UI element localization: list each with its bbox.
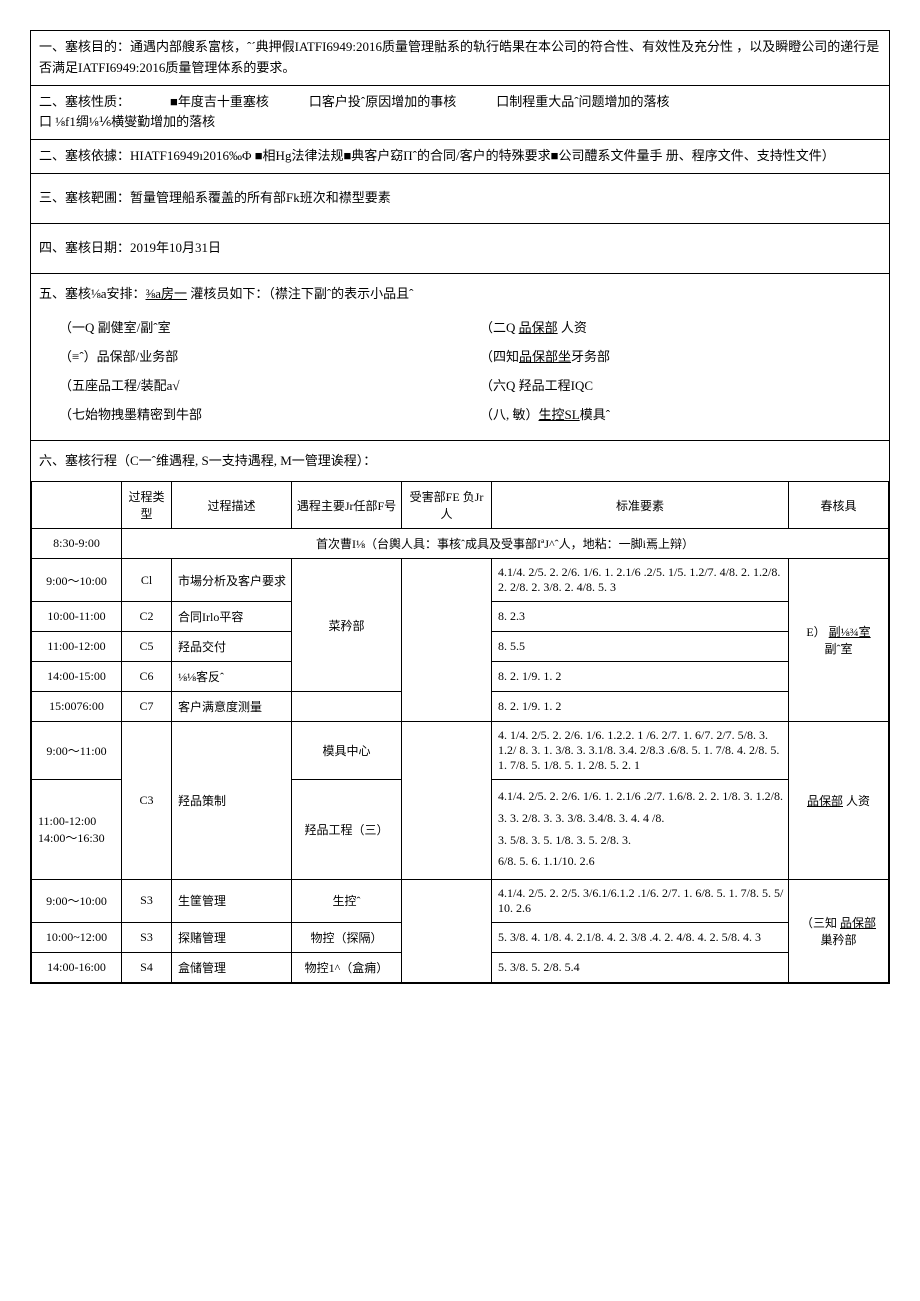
meeting-row: 8:30-9:00 首次曹I⅛（台輿人具：事核ˆ成具及受事部IªJ^ˆ人，地粘：… xyxy=(32,529,889,559)
table-row: 9:00～10:00 Cl 市場分析及客户要求 菜矜部 4.1/4. 2/5. … xyxy=(32,559,889,602)
nature-label: 二、塞核性质： xyxy=(39,92,130,113)
auditor-item-1: （二Q 品保部 人资 xyxy=(460,314,881,343)
cell-dept: 生控ˆ xyxy=(292,879,402,922)
nature-opt-3: 口 ⅛f1绸⅛⅙横燮勤增加的落核 xyxy=(39,114,215,129)
cell-std: 8. 2. 1/9. 1. 2 xyxy=(492,662,789,692)
cell-type: C3 xyxy=(122,722,172,879)
auditor-item-6: （七始物拽墨精密到牛部 xyxy=(39,401,460,430)
auditor-item-0: （一Q 副健室/副ˆ室 xyxy=(39,314,460,343)
auditors-label: 五、塞核⅛a安排： xyxy=(39,286,146,301)
section-schedule-label: 六、塞核行程（C一ˆ维遇程, S一支持遇程, M一管理诶程）： xyxy=(31,441,889,482)
cell-std: 4.1/4. 2/5. 2. 2/6. 1/6. 1. 2.1/6 .2/5. … xyxy=(492,559,789,602)
cell-std: 4. 1/4. 2/5. 2. 2/6. 1/6. 1.2.2. 1 /6. 2… xyxy=(492,722,789,780)
cell-dept: 羟品工程（三） xyxy=(292,780,402,879)
cell-type: C6 xyxy=(122,662,172,692)
auditor-item-4: （五座品工程/装配a√ xyxy=(39,372,460,401)
section-auditors: 五、塞核⅛a安排：⅜a房一 灌核员如下：（襟注下副ˆ的表示小品且ˆ （一Q 副健… xyxy=(31,274,889,441)
cell-type: C5 xyxy=(122,632,172,662)
th-time xyxy=(32,482,122,529)
cell-time: 11:00-12:00 14:00～16:30 xyxy=(32,780,122,879)
meeting-text: 首次曹I⅛（台輿人具：事核ˆ成具及受事部IªJ^ˆ人，地粘：一脚i焉上辩） xyxy=(122,529,889,559)
cell-time: 9:00～10:00 xyxy=(32,879,122,922)
cell-time: 11:00-12:00 xyxy=(32,632,122,662)
document-container: 一、塞核目的：通遇内部艘系富核，ˆˊ典押假IATFI6949:2016质量管理骷… xyxy=(30,30,890,984)
schedule-label-text: 六、塞核行程（C一ˆ维遇程, S一支持遇程, M一管理诶程）： xyxy=(39,453,376,468)
section-date: 四、塞核日期：2019年10月31日 xyxy=(31,224,889,274)
cell-time: 10:00~12:00 xyxy=(32,922,122,952)
meeting-time: 8:30-9:00 xyxy=(32,529,122,559)
nature-opt-1: 口客户投ˆ原因增加的事核 xyxy=(309,92,456,113)
cell-desc: 合同Irlo平容 xyxy=(172,602,292,632)
cell-type: C2 xyxy=(122,602,172,632)
purpose-text: 一、塞核目的：通遇内部艘系富核，ˆˊ典押假IATFI6949:2016质量管理骷… xyxy=(39,39,879,75)
table-row: 9:00～11:00 C3 羟品策制 模具中心 4. 1/4. 2/5. 2. … xyxy=(32,722,889,780)
basis-text: 二、塞核依據：HIATF16949ı2016‰Φ ■相Hg法律法规■典客户窈Πˆ… xyxy=(39,148,835,163)
cell-time: 15:0076:00 xyxy=(32,692,122,722)
th-type: 过程类型 xyxy=(122,482,172,529)
cell-dept: 物控1^（盒痈） xyxy=(292,952,402,982)
cell-desc: 探赌管理 xyxy=(172,922,292,952)
nature-opt-2: 口制程重大品ˆ问题增加的落核 xyxy=(496,92,669,113)
auditor-item-2: （≡ˆ）品保部/业务部 xyxy=(39,343,460,372)
cell-desc: 盒储管理 xyxy=(172,952,292,982)
auditor-item-7: （八, 敏）生控SL模具ˆ xyxy=(460,401,881,430)
cell-desc: 羟品交付 xyxy=(172,632,292,662)
th-auditor: 春核具 xyxy=(789,482,889,529)
auditor-item-3: （四知品保部坐牙务部 xyxy=(460,343,881,372)
th-resp: 受害部FE 负Jr人 xyxy=(402,482,492,529)
cell-resp xyxy=(402,559,492,722)
schedule-table: 过程类型 过程描述 遇程主要Jr任部F号 受害部FE 负Jr人 标准要素 春核具… xyxy=(31,481,889,982)
cell-std: 8. 5.5 xyxy=(492,632,789,662)
cell-dept: 物控（探隔） xyxy=(292,922,402,952)
cell-type: S3 xyxy=(122,879,172,922)
cell-type: S4 xyxy=(122,952,172,982)
cell-desc: ⅛⅛客反ˆ xyxy=(172,662,292,692)
cell-desc: 生筐管理 xyxy=(172,879,292,922)
cell-std: 4.1/4. 2/5. 2. 2/6. 1/6. 1. 2.1/6 .2/7. … xyxy=(492,780,789,879)
section-nature: 二、塞核性质： ■年度吉十重塞核 口客户投ˆ原因增加的事核 口制程重大品ˆ问题增… xyxy=(31,86,889,141)
cell-type: Cl xyxy=(122,559,172,602)
cell-time: 9:00～11:00 xyxy=(32,722,122,780)
cell-type: S3 xyxy=(122,922,172,952)
table-header-row: 过程类型 过程描述 遇程主要Jr任部F号 受害部FE 负Jr人 标准要素 春核具 xyxy=(32,482,889,529)
nature-opt-0: ■年度吉十重塞核 xyxy=(170,92,269,113)
cell-desc: 客户满意度测量 xyxy=(172,692,292,722)
auditor-item-5: （六Q 羟品工程IQC xyxy=(460,372,881,401)
cell-auditor: E） 副⅛¾室副ˆ室 xyxy=(789,559,889,722)
cell-std: 4.1/4. 2/5. 2. 2/5. 3/6.1/6.1.2 .1/6. 2/… xyxy=(492,879,789,922)
section-basis: 二、塞核依據：HIATF16949ı2016‰Φ ■相Hg法律法规■典客户窈Πˆ… xyxy=(31,140,889,174)
cell-desc: 羟品策制 xyxy=(172,722,292,879)
cell-dept xyxy=(292,692,402,722)
scope-text: 三、塞核靶圃：暂量管理船系覆盖的所有部Fk班次和襟型要素 xyxy=(39,190,391,205)
cell-dept: 菜矜部 xyxy=(292,559,402,692)
auditors-rest: 灌核员如下：（襟注下副ˆ的表示小品且ˆ xyxy=(187,286,413,301)
th-dept: 遇程主要Jr任部F号 xyxy=(292,482,402,529)
cell-std: 8. 2. 1/9. 1. 2 xyxy=(492,692,789,722)
th-std: 标准要素 xyxy=(492,482,789,529)
cell-auditor: 品保部 人资 xyxy=(789,722,889,879)
table-row: 9:00～10:00 S3 生筐管理 生控ˆ 4.1/4. 2/5. 2. 2/… xyxy=(32,879,889,922)
auditors-underline: ⅜a房一 xyxy=(146,286,188,301)
cell-std: 5. 3/8. 4. 1/8. 4. 2.1/8. 4. 2. 3/8 .4. … xyxy=(492,922,789,952)
cell-dept: 模具中心 xyxy=(292,722,402,780)
th-desc: 过程描述 xyxy=(172,482,292,529)
cell-time: 14:00-16:00 xyxy=(32,952,122,982)
cell-time: 9:00～10:00 xyxy=(32,559,122,602)
cell-time: 14:00-15:00 xyxy=(32,662,122,692)
cell-std: 5. 3/8. 5. 2/8. 5.4 xyxy=(492,952,789,982)
cell-std: 8. 2.3 xyxy=(492,602,789,632)
cell-resp xyxy=(402,722,492,879)
cell-resp xyxy=(402,879,492,982)
cell-type: C7 xyxy=(122,692,172,722)
section-purpose: 一、塞核目的：通遇内部艘系富核，ˆˊ典押假IATFI6949:2016质量管理骷… xyxy=(31,31,889,86)
auditors-list: （一Q 副健室/副ˆ室 （二Q 品保部 人资 （≡ˆ）品保部/业务部 （四知品保… xyxy=(39,314,881,429)
cell-desc: 市場分析及客户要求 xyxy=(172,559,292,602)
date-text: 四、塞核日期：2019年10月31日 xyxy=(39,240,221,255)
section-scope: 三、塞核靶圃：暂量管理船系覆盖的所有部Fk班次和襟型要素 xyxy=(31,174,889,224)
cell-auditor: （三知 品保部巢矜部 xyxy=(789,879,889,982)
cell-time: 10:00-11:00 xyxy=(32,602,122,632)
